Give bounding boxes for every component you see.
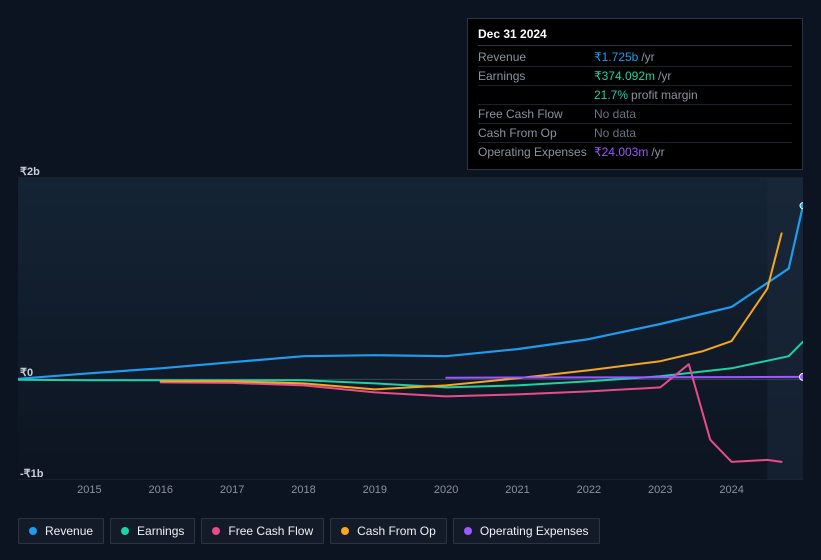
legend-label: Revenue bbox=[45, 524, 93, 538]
legend-label: Cash From Op bbox=[357, 524, 436, 538]
tooltip-row: Revenue₹1.725b/yr bbox=[478, 48, 792, 67]
y-tick-label: ₹0 bbox=[20, 366, 33, 379]
x-tick-label: 2017 bbox=[220, 484, 244, 496]
x-tick-label: 2018 bbox=[291, 484, 315, 496]
tooltip-row: Operating Expenses₹24.003m/yr bbox=[478, 143, 792, 161]
legend-dot-icon bbox=[341, 527, 349, 535]
legend: Revenue Earnings Free Cash Flow Cash From O… bbox=[18, 518, 600, 544]
tooltip-row-label: Cash From Op bbox=[478, 126, 594, 140]
tooltip-row: 21.7%profit margin bbox=[478, 86, 792, 105]
tooltip-row-label: Free Cash Flow bbox=[478, 107, 594, 121]
tooltip-row-value: ₹24.003m/yr bbox=[594, 145, 792, 159]
x-tick-label: 2015 bbox=[77, 484, 101, 496]
legend-item[interactable]: Revenue bbox=[18, 518, 104, 544]
y-tick-label: ₹2b bbox=[20, 165, 40, 178]
legend-label: Earnings bbox=[137, 524, 184, 538]
x-tick-label: 2023 bbox=[648, 484, 672, 496]
tooltip-row: Free Cash FlowNo data bbox=[478, 105, 792, 124]
legend-dot-icon bbox=[121, 527, 129, 535]
legend-dot-icon bbox=[29, 527, 37, 535]
tooltip-date: Dec 31 2024 bbox=[478, 27, 792, 46]
legend-item[interactable]: Earnings bbox=[110, 518, 195, 544]
chart-tooltip: Dec 31 2024 Revenue₹1.725b/yrEarnings₹37… bbox=[467, 18, 803, 170]
tooltip-row: Cash From OpNo data bbox=[478, 124, 792, 143]
legend-dot-icon bbox=[464, 527, 472, 535]
legend-item[interactable]: Cash From Op bbox=[330, 518, 447, 544]
legend-item[interactable]: Operating Expenses bbox=[453, 518, 600, 544]
x-axis: 2015 2016 2017 2018 2019 2020 2021 2022 2023 2024 bbox=[18, 484, 803, 504]
tooltip-row-label: Operating Expenses bbox=[478, 145, 594, 159]
financials-chart[interactable]: ₹2b ₹0 -₹1b bbox=[18, 160, 803, 480]
tooltip-row-label: Earnings bbox=[478, 69, 594, 83]
legend-item[interactable]: Free Cash Flow bbox=[201, 518, 324, 544]
x-tick-label: 2024 bbox=[719, 484, 743, 496]
x-tick-label: 2019 bbox=[363, 484, 387, 496]
x-tick-label: 2020 bbox=[434, 484, 458, 496]
legend-label: Free Cash Flow bbox=[228, 524, 313, 538]
legend-label: Operating Expenses bbox=[480, 524, 589, 538]
y-tick-label: -₹1b bbox=[20, 467, 44, 480]
tooltip-rows: Revenue₹1.725b/yrEarnings₹374.092m/yr21.… bbox=[478, 48, 792, 161]
x-tick-label: 2022 bbox=[577, 484, 601, 496]
x-tick-label: 2016 bbox=[148, 484, 172, 496]
tooltip-row: Earnings₹374.092m/yr bbox=[478, 67, 792, 86]
tooltip-row-label: Revenue bbox=[478, 50, 594, 64]
tooltip-row-value: ₹374.092m/yr bbox=[594, 69, 792, 83]
x-tick-label: 2021 bbox=[505, 484, 529, 496]
tooltip-row-value: No data bbox=[594, 126, 792, 140]
tooltip-row-value: No data bbox=[594, 107, 792, 121]
legend-dot-icon bbox=[212, 527, 220, 535]
tooltip-row-value: ₹1.725b/yr bbox=[594, 50, 792, 64]
